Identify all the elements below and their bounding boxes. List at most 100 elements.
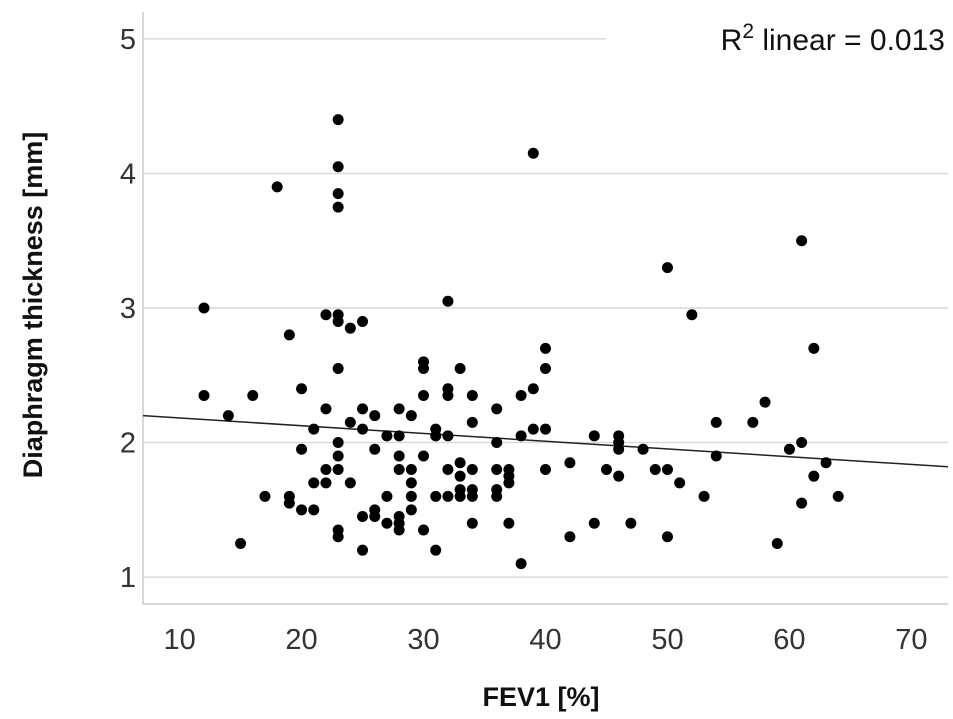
data-point — [466, 389, 478, 401]
data-point — [393, 430, 405, 442]
data-point — [613, 470, 625, 482]
x-tick-label: 20 — [285, 624, 317, 656]
y-tick-label: 4 — [120, 158, 136, 190]
x-tick-label: 50 — [651, 624, 683, 656]
data-point — [405, 490, 417, 502]
data-point — [393, 450, 405, 462]
data-point — [454, 470, 466, 482]
data-point — [540, 423, 551, 435]
data-point — [369, 511, 381, 523]
data-point — [454, 490, 466, 502]
data-point — [674, 477, 686, 489]
data-point — [783, 443, 795, 455]
data-point — [564, 457, 576, 469]
y-tick-label: 1 — [120, 562, 136, 594]
data-point — [661, 531, 673, 543]
regression-line — [142, 414, 949, 468]
data-point — [466, 490, 478, 502]
data-point — [442, 295, 454, 307]
data-point — [430, 544, 442, 556]
data-point — [357, 315, 369, 327]
data-point — [198, 389, 210, 401]
data-point — [357, 403, 369, 415]
data-point — [661, 262, 673, 274]
data-point — [430, 490, 442, 502]
data-point — [296, 504, 308, 516]
data-point — [393, 403, 405, 415]
data-point — [381, 517, 393, 529]
y-tick-label: 5 — [120, 24, 136, 56]
data-point — [296, 383, 308, 395]
data-point — [588, 430, 600, 442]
data-point — [832, 490, 844, 502]
data-point — [527, 423, 539, 435]
data-point — [540, 463, 551, 475]
data-point — [491, 463, 503, 475]
data-point — [332, 463, 344, 475]
data-point — [235, 537, 247, 549]
data-point — [588, 517, 600, 529]
data-point — [308, 504, 320, 516]
r-squared-annotation: R2 linear = 0.013 — [721, 20, 945, 57]
data-point — [796, 437, 808, 449]
data-point — [637, 443, 649, 455]
data-point — [271, 181, 283, 193]
data-point — [393, 524, 405, 536]
data-point — [686, 309, 698, 321]
data-point — [418, 450, 430, 462]
data-point — [491, 403, 503, 415]
data-point — [491, 437, 503, 449]
data-point — [198, 302, 210, 314]
data-point — [332, 114, 344, 126]
y-tick-label: 3 — [120, 293, 136, 325]
data-point — [491, 490, 503, 502]
data-point — [405, 463, 417, 475]
x-axis-title: FEV1 [%] — [482, 682, 599, 712]
data-point — [357, 544, 369, 556]
x-tick-label: 30 — [407, 624, 439, 656]
data-point — [820, 457, 832, 469]
data-point — [308, 423, 320, 435]
data-point — [515, 558, 527, 570]
data-point — [442, 490, 454, 502]
x-tick-labels: 10 20 30 40 50 60 70 — [163, 624, 927, 656]
data-points — [198, 114, 844, 570]
y-tick-label: 2 — [120, 428, 136, 460]
data-point — [466, 416, 478, 428]
data-point — [527, 147, 539, 159]
data-point — [527, 383, 539, 395]
data-point — [796, 235, 808, 247]
data-point — [661, 463, 673, 475]
data-point — [332, 450, 344, 462]
data-point — [747, 416, 759, 428]
data-point — [808, 342, 820, 354]
data-point — [357, 511, 369, 523]
data-point — [296, 443, 308, 455]
data-point — [381, 490, 393, 502]
data-point — [381, 430, 393, 442]
data-point — [442, 389, 454, 401]
data-point — [369, 410, 381, 422]
data-point — [332, 315, 344, 327]
data-point — [564, 531, 576, 543]
x-tick-label: 70 — [895, 624, 927, 656]
data-point — [308, 477, 320, 489]
data-point — [503, 477, 515, 489]
gridlines — [143, 38, 948, 578]
data-point — [332, 201, 344, 213]
data-point — [332, 363, 344, 375]
data-point — [466, 517, 478, 529]
data-point — [600, 463, 612, 475]
data-point — [320, 463, 332, 475]
data-point — [808, 470, 820, 482]
x-tick-label: 60 — [773, 624, 805, 656]
data-point — [710, 450, 722, 462]
data-point — [344, 416, 356, 428]
data-point — [332, 161, 344, 173]
data-point — [222, 410, 234, 422]
data-point — [515, 389, 527, 401]
data-point — [405, 410, 417, 422]
data-point — [454, 457, 466, 469]
data-point — [698, 490, 710, 502]
